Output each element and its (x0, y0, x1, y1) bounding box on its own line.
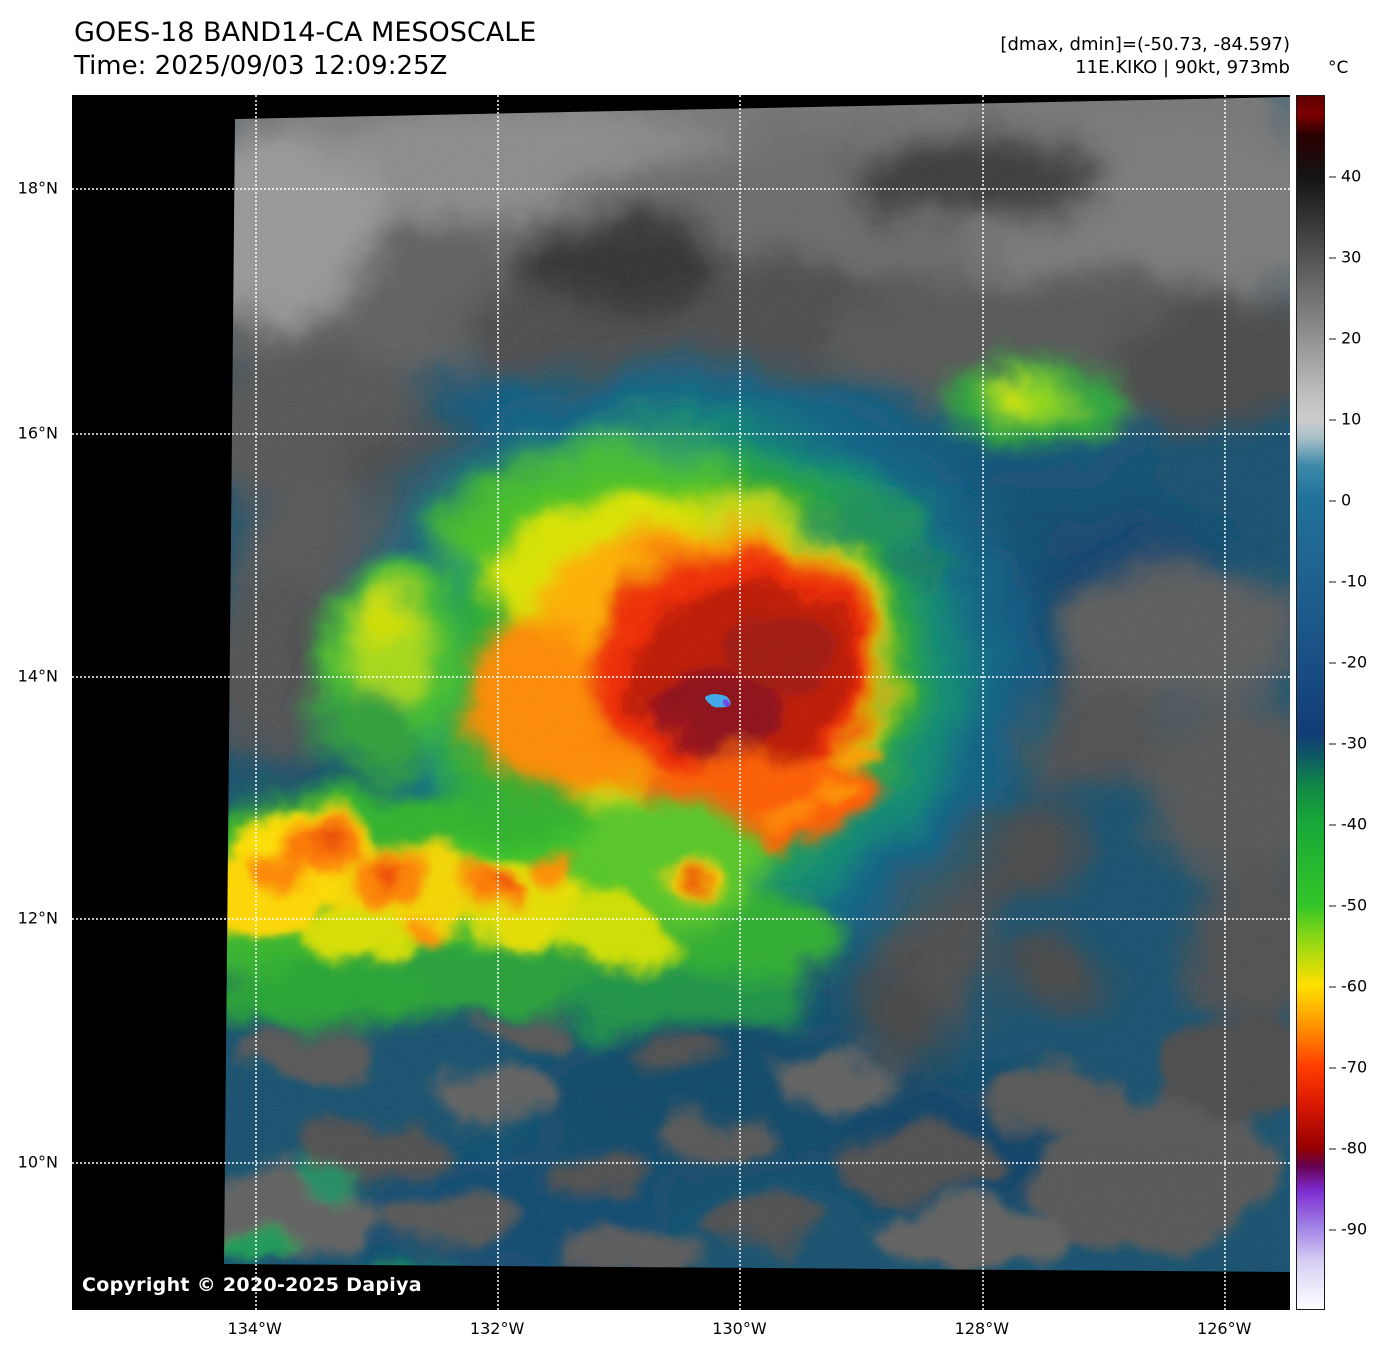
colorbar-tick-label: -70 (1328, 1057, 1368, 1077)
colorbar-tick-label: -20 (1328, 652, 1368, 672)
temperature-colorbar (1296, 95, 1325, 1310)
product-title: GOES-18 BAND14-CA MESOSCALE (74, 17, 537, 48)
lon-tick-label: 134°W (227, 1319, 282, 1338)
dmax-dmin-readout: [dmax, dmin]=(-50.73, -84.597) (1000, 34, 1290, 55)
colorbar-tick-label: 40 (1328, 166, 1362, 186)
header: GOES-18 BAND14-CA MESOSCALE Time: 2025/0… (74, 16, 536, 83)
colorbar-tick-label: -30 (1328, 733, 1368, 753)
lat-tick-label: 10°N (17, 1152, 58, 1172)
storm-info-readout: 11E.KIKO | 90kt, 973mb (1075, 57, 1290, 78)
colorbar-tick-label: -50 (1328, 895, 1368, 915)
lon-tick-label: 130°W (712, 1319, 767, 1338)
latitude-axis: 18°N 16°N 14°N 12°N 10°N (0, 95, 64, 1310)
lat-tick-label: 14°N (17, 666, 58, 686)
lon-tick-label: 126°W (1197, 1319, 1252, 1338)
copyright-notice: Copyright © 2020-2025 Dapiya (82, 1274, 422, 1296)
lat-tick-label: 18°N (17, 178, 58, 198)
lat-tick-label: 12°N (17, 908, 58, 928)
colorbar-unit: °C (1328, 58, 1349, 78)
satellite-imagery (72, 95, 1290, 1310)
colorbar-tick-label: 0 (1328, 490, 1352, 510)
colorbar-tick-label: -90 (1328, 1219, 1368, 1239)
colorbar-tick-label: 10 (1328, 409, 1362, 429)
longitude-axis: 134°W 132°W 130°W 128°W 126°W (72, 1313, 1290, 1345)
header-meta: [dmax, dmin]=(-50.73, -84.597) 11E.KIKO … (1000, 33, 1290, 79)
colorbar-ticks: 40 30 20 10 0 -10 -20 -30 -40 -50 -60 -70 -80 -90 (1328, 95, 1388, 1310)
lon-tick-label: 128°W (954, 1319, 1010, 1338)
timestamp: Time: 2025/09/03 12:09:25Z (74, 51, 448, 81)
grain-texture (224, 97, 1290, 1272)
satellite-map: Copyright © 2020-2025 Dapiya (72, 95, 1290, 1310)
lon-tick-label: 132°W (469, 1319, 525, 1338)
colorbar-tick-label: 20 (1328, 328, 1362, 348)
colorbar-tick-label: -60 (1328, 976, 1368, 996)
colorbar-tick-label: 30 (1328, 247, 1362, 267)
colorbar-tick-label: -10 (1328, 571, 1368, 591)
lat-tick-label: 16°N (17, 423, 58, 443)
colorbar-tick-label: -80 (1328, 1138, 1368, 1158)
colorbar-tick-label: -40 (1328, 814, 1368, 834)
